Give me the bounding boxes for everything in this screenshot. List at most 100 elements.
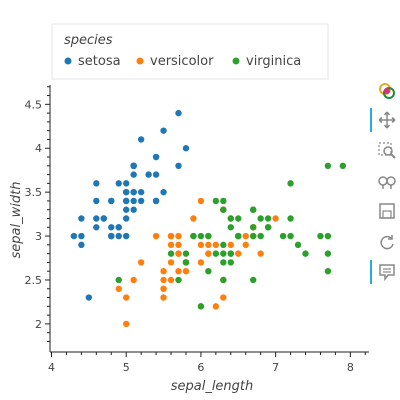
box-zoom-icon[interactable]	[378, 142, 396, 160]
hover-active-indicator	[370, 260, 372, 284]
legend-marker-setosa	[64, 57, 72, 65]
point-setosa	[123, 206, 130, 213]
point-virginica	[264, 224, 272, 231]
legend-box	[51, 23, 329, 80]
point-setosa	[78, 241, 85, 249]
point-setosa	[123, 215, 130, 222]
point-virginica	[175, 276, 182, 284]
point-versicolor	[167, 241, 175, 249]
point-setosa	[108, 232, 115, 240]
point-setosa	[160, 127, 167, 134]
point-virginica	[287, 232, 294, 240]
save-icon[interactable]	[378, 202, 396, 220]
y-tick-label: 4	[35, 142, 42, 155]
hover-icon[interactable]	[378, 263, 396, 281]
point-virginica	[182, 259, 190, 266]
x-ticks: 4 5 6 7 8	[48, 352, 366, 374]
point-versicolor	[212, 241, 220, 249]
point-setosa	[115, 180, 122, 187]
point-setosa	[175, 162, 182, 170]
wheel-zoom-icon[interactable]	[378, 172, 396, 190]
x-tick-label: 4	[48, 361, 55, 374]
point-virginica	[190, 232, 197, 240]
point-setosa	[78, 215, 85, 222]
point-virginica	[220, 259, 227, 266]
y-ticks: 2 2.5 3 3.5 4 4.5	[25, 86, 50, 342]
point-virginica	[324, 162, 332, 170]
point-virginica	[257, 215, 264, 222]
point-versicolor	[242, 232, 249, 240]
x-tick-label: 7	[272, 361, 279, 374]
point-virginica	[220, 197, 227, 205]
bokeh-logo-icon[interactable]	[378, 82, 396, 100]
point-setosa	[152, 153, 160, 161]
point-versicolor	[205, 250, 212, 257]
point-setosa	[160, 188, 167, 196]
point-versicolor	[167, 232, 175, 240]
point-versicolor	[160, 285, 167, 292]
legend-marker-versicolor	[136, 57, 144, 65]
point-virginica	[294, 241, 302, 249]
pan-active-indicator	[370, 108, 372, 132]
point-setosa	[93, 215, 100, 222]
point-setosa	[130, 206, 137, 213]
point-versicolor	[205, 241, 212, 249]
reset-icon[interactable]	[378, 234, 396, 252]
point-setosa	[123, 197, 130, 205]
legend-label-versicolor: versicolor	[150, 54, 214, 69]
point-setosa	[108, 197, 115, 205]
point-setosa	[115, 224, 122, 231]
pan-icon[interactable]	[378, 111, 396, 129]
point-virginica	[324, 267, 332, 275]
point-versicolor	[175, 250, 182, 257]
point-setosa	[130, 162, 137, 170]
point-versicolor	[212, 303, 220, 310]
y-tick-label: 3	[35, 230, 42, 243]
point-virginica	[317, 232, 324, 240]
point-virginica	[227, 224, 234, 231]
point-versicolor	[130, 276, 137, 284]
point-versicolor	[242, 241, 249, 249]
point-setosa	[93, 224, 100, 231]
point-setosa	[123, 188, 130, 196]
point-setosa	[130, 171, 137, 178]
point-virginica	[257, 232, 264, 240]
point-virginica	[250, 232, 257, 240]
point-versicolor	[167, 259, 175, 266]
x-tick-label: 5	[123, 361, 130, 374]
point-versicolor	[175, 232, 182, 240]
point-virginica	[287, 180, 294, 187]
point-versicolor	[115, 285, 122, 292]
point-virginica	[182, 250, 190, 257]
point-virginica	[250, 276, 257, 284]
point-virginica	[115, 276, 122, 284]
point-setosa	[93, 197, 100, 205]
point-virginica	[220, 206, 227, 213]
point-virginica	[227, 250, 234, 257]
point-virginica	[339, 162, 347, 170]
point-versicolor	[235, 250, 242, 257]
point-virginica	[250, 206, 257, 213]
point-setosa	[137, 188, 145, 196]
point-setosa	[182, 145, 190, 152]
point-versicolor	[227, 241, 234, 249]
point-setosa	[130, 197, 137, 205]
point-versicolor	[197, 241, 205, 249]
point-virginica	[220, 276, 227, 284]
point-versicolor	[160, 276, 167, 284]
point-setosa	[78, 232, 85, 240]
point-virginica	[197, 232, 205, 240]
point-versicolor	[197, 197, 205, 205]
point-virginica	[287, 215, 294, 222]
x-tick-label: 6	[197, 361, 204, 374]
point-setosa	[108, 224, 115, 231]
point-virginica	[235, 232, 242, 240]
point-virginica	[279, 232, 287, 240]
point-setosa	[175, 109, 182, 117]
point-versicolor	[257, 250, 264, 257]
point-virginica	[250, 224, 257, 231]
point-setosa	[85, 294, 93, 301]
point-virginica	[220, 250, 227, 257]
point-versicolor	[123, 294, 130, 301]
